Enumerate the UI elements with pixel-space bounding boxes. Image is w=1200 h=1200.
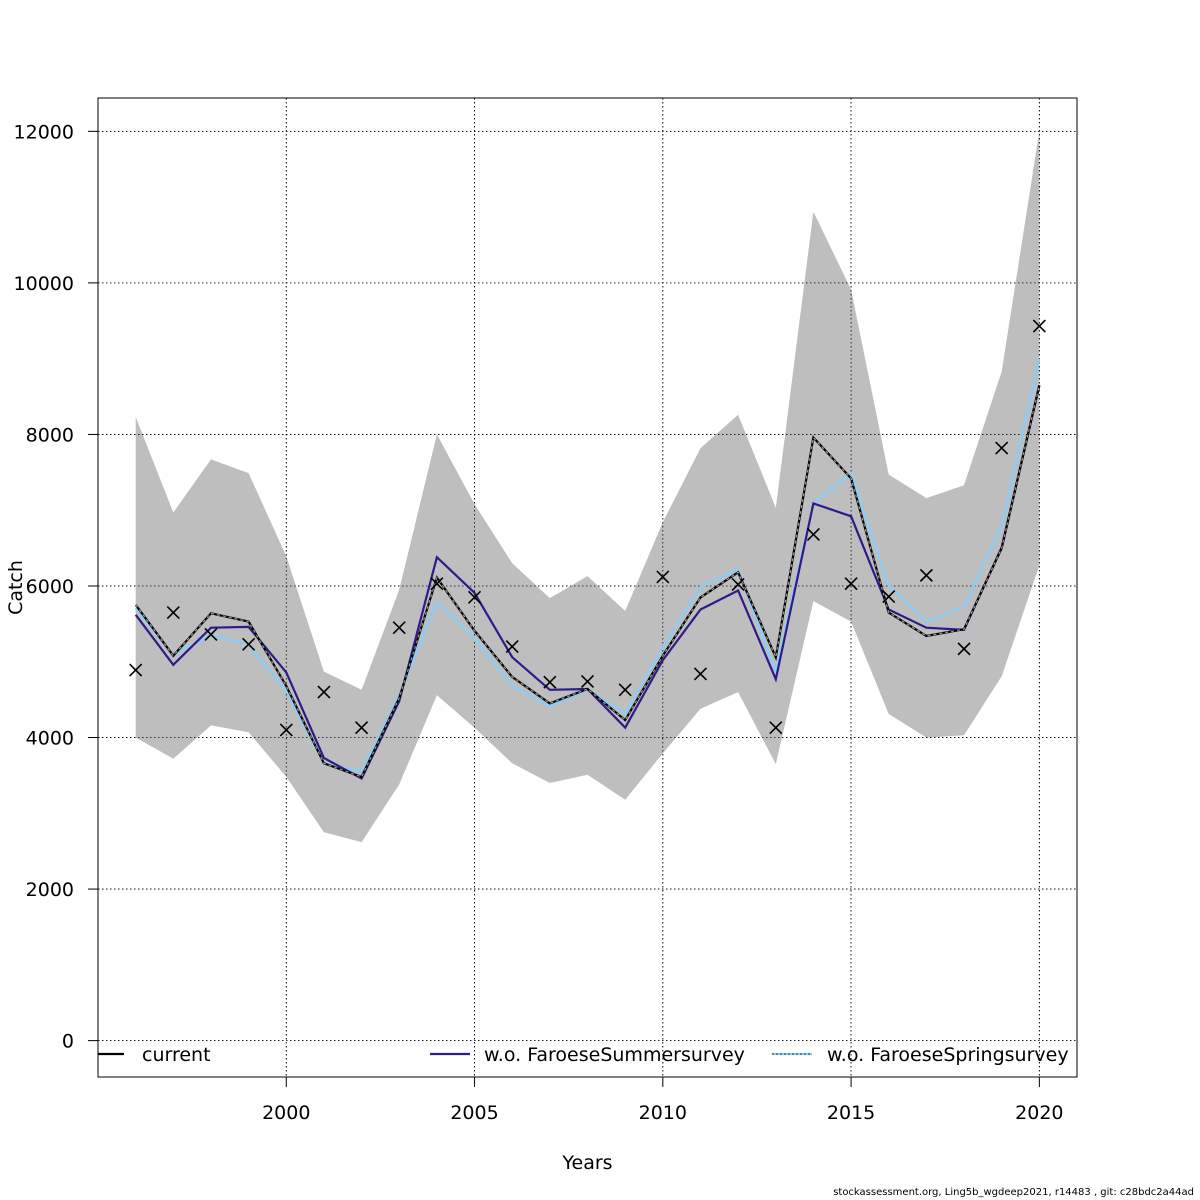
legend-label: w.o. FaroeseSummersurvey: [484, 1044, 745, 1066]
observation-point: [769, 721, 783, 735]
observation-point: [919, 568, 933, 582]
observation-point: [1032, 319, 1046, 333]
observation-point: [543, 675, 557, 689]
y-axis-label: Catch: [5, 560, 27, 615]
observation-point-stroke: [467, 590, 482, 604]
observation-point-stroke: [355, 721, 369, 735]
y-axis-ticks: 0 2000 4000 6000 8000 10000 12000: [14, 121, 98, 1053]
observation-point: [580, 674, 595, 689]
observation-point-stroke: [505, 640, 519, 654]
observation-point-stroke: [543, 675, 557, 689]
observation-point-stroke: [844, 577, 858, 591]
observation-point-stroke: [580, 674, 595, 689]
observation-point-stroke: [656, 570, 670, 584]
observation-point-stroke: [430, 577, 444, 591]
observation-point: [882, 590, 896, 604]
observation-point: [957, 642, 971, 656]
y-tick-label: 4000: [26, 728, 74, 750]
observation-point-stroke: [317, 685, 331, 699]
observation-point-stroke: [129, 663, 143, 677]
x-tick-label: 2020: [1015, 1102, 1063, 1124]
observation-point-stroke: [166, 605, 180, 620]
observation-point-stroke: [995, 441, 1009, 455]
y-tick-label: 12000: [14, 121, 74, 143]
observation-point: [731, 577, 745, 592]
observation-point: [166, 605, 180, 620]
legend: current w.o. FaroeseSummersurvey w.o. Faro…: [98, 1044, 1069, 1066]
observation-point-stroke: [1032, 319, 1046, 333]
plot-frame: [97, 97, 1078, 1078]
observation-markers: [129, 319, 1046, 737]
x-tick-label: 2010: [639, 1102, 687, 1124]
observation-point: [505, 640, 519, 654]
observation-point-stroke: [957, 642, 971, 656]
observation-point-stroke: [392, 621, 406, 635]
y-tick-label: 0: [62, 1031, 74, 1053]
y-tick-label: 6000: [26, 576, 74, 598]
observation-point: [430, 577, 444, 591]
legend-item: w.o. FaroeseSpringsurvey: [772, 1044, 1069, 1066]
observation-point: [467, 590, 482, 604]
observation-point: [129, 663, 143, 677]
grid-overlay: [98, 98, 1077, 1077]
observation-point-stroke: [919, 568, 933, 582]
series-lines: [134, 358, 1041, 781]
observation-point-stroke: [618, 683, 632, 697]
observation-point: [279, 723, 293, 737]
observation-point-stroke: [279, 723, 293, 737]
confidence-band: [135, 131, 1040, 843]
x-tick-label: 2000: [262, 1102, 310, 1124]
observation-point: [242, 637, 256, 651]
observation-point: [618, 683, 632, 697]
series-current-line: [135, 385, 1040, 778]
observation-point: [693, 667, 708, 681]
observation-point: [392, 621, 406, 635]
observation-point: [204, 627, 218, 642]
legend-item: w.o. FaroeseSummersurvey: [430, 1044, 745, 1066]
confidence-band-area: [135, 131, 1040, 843]
observation-point: [806, 527, 820, 542]
legend-label: w.o. FaroeseSpringsurvey: [827, 1044, 1069, 1066]
observation-point-stroke: [731, 577, 745, 592]
observation-point: [844, 577, 858, 591]
observation-point-stroke: [806, 527, 820, 542]
observation-point-stroke: [693, 667, 708, 681]
observation-point: [317, 685, 331, 699]
x-axis-ticks: 2000 2005 2010 2015 2020: [262, 1077, 1064, 1124]
observation-point-stroke: [769, 721, 783, 735]
observation-point: [355, 721, 369, 735]
y-tick-label: 2000: [26, 879, 74, 901]
observation-point-stroke: [242, 637, 256, 651]
y-tick-label: 8000: [26, 424, 74, 446]
observation-point-stroke: [882, 590, 896, 604]
x-tick-label: 2005: [450, 1102, 498, 1124]
y-tick-label: 10000: [14, 273, 74, 295]
x-axis-label: Years: [561, 1152, 612, 1174]
x-tick-label: 2015: [827, 1102, 875, 1124]
observation-point-stroke: [204, 627, 218, 642]
legend-item: current: [98, 1044, 211, 1066]
footer-caption: stockassessment.org, Ling5b_wgdeep2021, …: [833, 1187, 1194, 1198]
observation-point: [995, 441, 1009, 455]
observation-point: [656, 570, 670, 584]
legend-label: current: [142, 1044, 211, 1066]
